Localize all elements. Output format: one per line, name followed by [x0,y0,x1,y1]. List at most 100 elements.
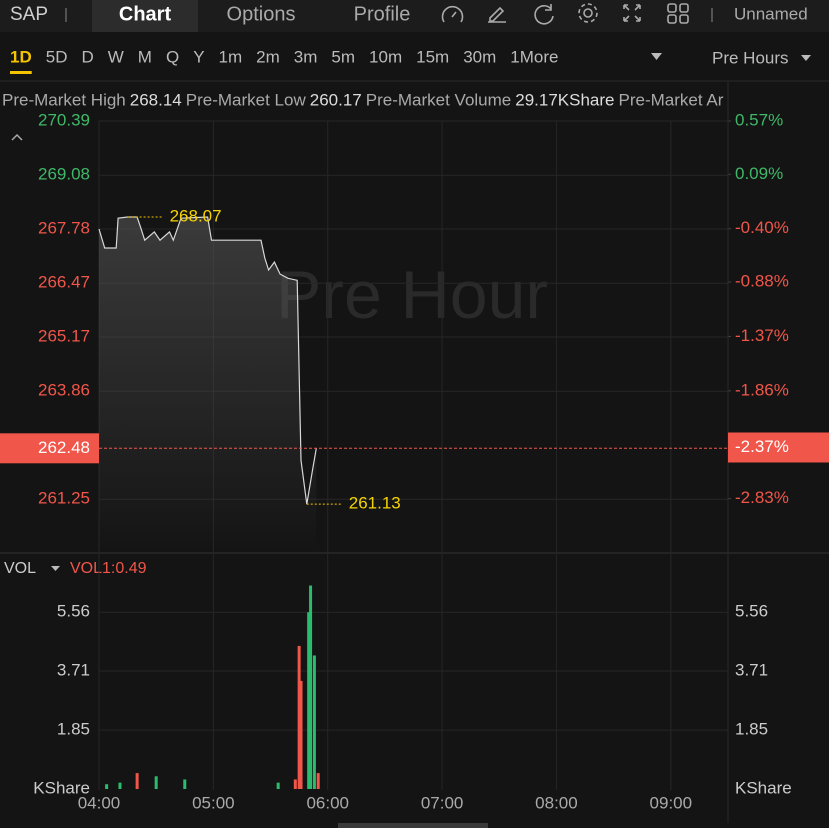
y-tick-label: 3.71 [57,661,90,680]
y-tick-label: 266.47 [38,273,90,292]
refresh-icon[interactable] [534,4,554,25]
volume-bar [299,680,303,789]
y-tick-label: 1.85 [57,720,90,739]
period-bar: 1D 5D D W M Q Y 1m 2m 3m 5m 10m 15m 30m 1 More [10,47,558,74]
x-tick-label: 04:00 [78,793,121,812]
last-price-box [0,433,99,464]
volume-bar [154,776,158,789]
period-underline [10,71,32,74]
layout-icon[interactable] [667,14,677,24]
y2-tick-label: -1.86% [735,380,789,399]
volume-bar [183,779,187,789]
tab[interactable]: Chart [119,3,172,25]
period[interactable]: D [81,47,93,66]
symbol[interactable]: SAP [10,4,48,25]
toolbar-icons[interactable] [441,3,689,25]
fullscreen-icon[interactable] [623,4,641,22]
volume-caret [51,566,60,571]
period[interactable]: 3m [294,47,318,66]
volume-bar [309,585,313,789]
y2-tick-label: 3.71 [735,661,768,680]
stat-value: 268.14 [130,90,182,109]
period[interactable]: 1 [510,47,519,66]
y-tick-label: 270.39 [38,110,90,129]
period[interactable]: 2m [256,47,280,66]
period[interactable]: W [108,47,124,66]
watermark: Pre Hour [276,257,548,333]
collapse-icon[interactable] [11,133,23,141]
y2-tick-label: -1.37% [735,326,789,345]
volume-bar [307,612,311,789]
volume-indicator: VOL1:0.49 [70,560,147,577]
y2-tick-label: 0.57% [735,110,783,129]
volume-label[interactable]: VOL [4,560,36,577]
period[interactable]: 15m [416,47,449,66]
y-tick-label: 261.25 [38,489,90,508]
y2-tick-label: 0.09% [735,164,783,183]
period[interactable]: 1m [219,47,243,66]
period[interactable]: 5m [331,47,355,66]
period[interactable]: M [138,47,152,66]
stat-label: Pre-Market Volume [366,90,512,109]
stat-value: 260.17 [310,90,362,109]
volume-bar [105,784,109,789]
price-area [99,217,317,553]
volume-bar [297,645,301,789]
volume-bar [312,655,316,789]
x-tick-label: 08:00 [535,793,578,812]
tab[interactable]: Options [227,3,296,25]
period[interactable]: 5D [46,47,68,66]
annotation-label: 268.07 [170,206,222,225]
x-tick-label: 09:00 [650,793,693,812]
layout-icon[interactable] [679,14,689,24]
stats-line: Pre-Market High 268.14 Pre-Market Low 260.1… [2,90,724,109]
period[interactable]: 30m [463,47,496,66]
volume-bar [276,782,280,789]
tab[interactable]: Profile [354,3,411,25]
y-tick-label: 263.86 [38,381,90,400]
scrollbar[interactable] [338,823,488,828]
draw-icon[interactable] [488,6,506,23]
y-tick-label: 5.56 [57,602,90,621]
stat-label: Pre-Market Low [186,90,307,109]
x-tick-label: 06:00 [306,793,349,812]
last-change-box [728,432,829,463]
volume-bar [293,779,297,789]
y2-tick-label: 1.85 [735,720,768,739]
y-tick-label: 267.78 [38,218,90,237]
settings-icon-ring[interactable] [578,3,598,23]
stat-value: 29.17KShare [515,90,614,109]
period[interactable]: Y [193,47,204,66]
stat-label: Pre-Market Ar [619,90,724,109]
active-tab-bg [92,0,198,32]
stat-label: Pre-Market High [2,90,126,109]
unit-label: KShare [735,778,792,797]
session-select[interactable]: Pre Hours [712,48,789,67]
y-tick-label: 265.17 [38,326,90,345]
period[interactable]: Q [166,47,179,66]
period[interactable]: 10m [369,47,402,66]
last-price-label: 262.48 [38,438,90,457]
y-tick-label: 269.08 [38,165,90,184]
x-tick-label: 05:00 [192,793,235,812]
volume-bar [118,782,122,789]
period-more[interactable]: More [520,47,559,66]
y2-tick-label: -0.88% [735,272,789,291]
period[interactable]: 1D [10,47,32,66]
volume-bar [135,773,139,789]
layout-icon[interactable] [667,3,677,13]
layout-icon[interactable] [679,3,689,13]
y2-tick-label: -2.83% [735,488,789,507]
x-tick-label: 07:00 [421,793,464,812]
settings-icon[interactable] [583,8,593,18]
indicator-icon[interactable] [441,6,464,23]
annotation-label: 261.13 [349,494,401,513]
y2-tick-label: -0.40% [735,218,789,237]
session-caret [801,55,811,61]
more-caret [651,53,662,60]
y2-tick-label: 5.56 [735,602,768,621]
last-change-label: -2.37% [735,437,789,456]
layout-name[interactable]: Unnamed [734,4,808,23]
